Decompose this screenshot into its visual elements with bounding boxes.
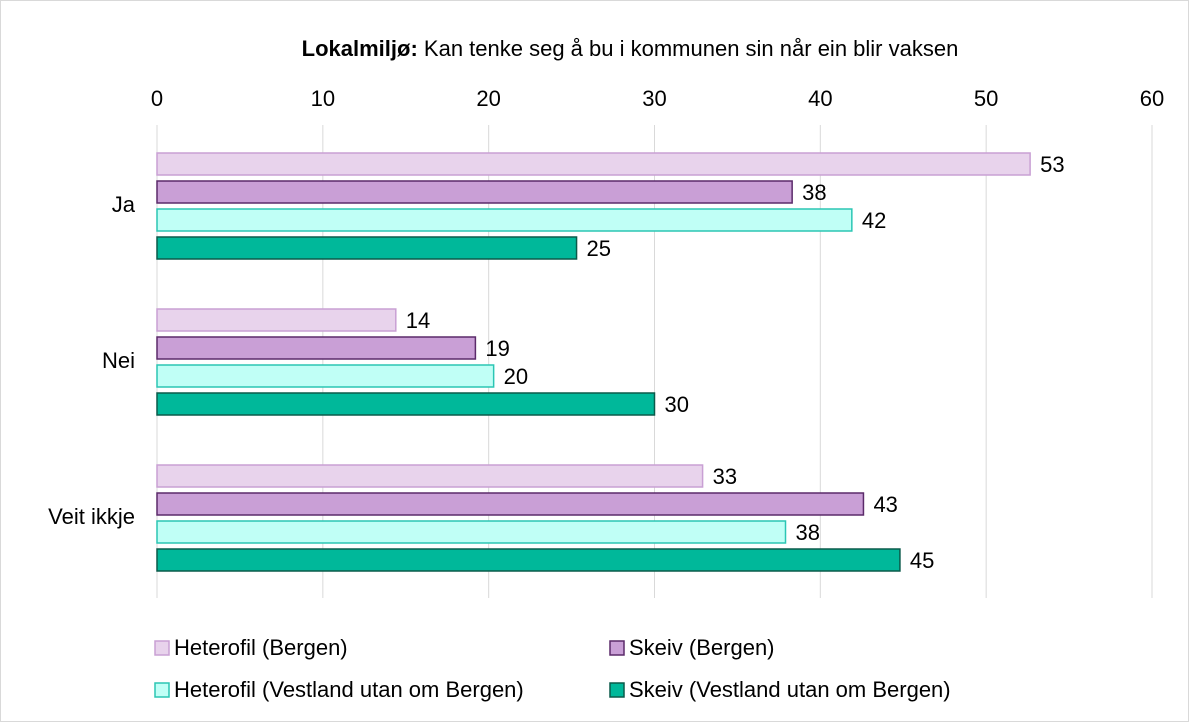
chart-title: Lokalmiljø: Kan tenke seg å bu i kommune… <box>302 36 959 61</box>
y-tick-label: Ja <box>112 192 136 217</box>
bar <box>156 336 477 360</box>
bar <box>156 152 1031 176</box>
title-prefix: Lokalmiljø: <box>302 36 418 61</box>
data-label: 53 <box>1040 152 1064 177</box>
bar <box>156 392 656 416</box>
x-tick-label: 60 <box>1140 86 1164 111</box>
data-label: 38 <box>802 180 826 205</box>
x-tick-label: 10 <box>311 86 335 111</box>
data-label: 19 <box>485 336 509 361</box>
data-label: 30 <box>665 392 689 417</box>
bar <box>156 492 865 516</box>
data-label: 38 <box>796 520 820 545</box>
bar <box>156 364 495 388</box>
data-label: 33 <box>713 464 737 489</box>
y-tick-label: Nei <box>102 348 135 373</box>
legend-label: Skeiv (Bergen) <box>629 635 775 660</box>
legend-swatch <box>609 682 625 698</box>
data-label: 25 <box>587 236 611 261</box>
x-tick-label: 50 <box>974 86 998 111</box>
x-tick-label: 20 <box>476 86 500 111</box>
x-tick-label: 30 <box>642 86 666 111</box>
legend-swatch <box>154 682 170 698</box>
bar <box>156 236 578 260</box>
y-tick-label: Veit ikkje <box>48 504 135 529</box>
data-label: 42 <box>862 208 886 233</box>
legend-label: Heterofil (Vestland utan om Bergen) <box>174 677 524 702</box>
title-text: Kan tenke seg å bu i kommunen sin når ei… <box>424 36 958 61</box>
x-tick-label: 0 <box>151 86 163 111</box>
bar <box>156 548 901 572</box>
data-label: 43 <box>873 492 897 517</box>
data-label: 45 <box>910 548 934 573</box>
bar <box>156 464 704 488</box>
bar <box>156 208 853 232</box>
data-label: 20 <box>504 364 528 389</box>
legend-label: Skeiv (Vestland utan om Bergen) <box>629 677 951 702</box>
legend-label: Heterofil (Bergen) <box>174 635 348 660</box>
bar <box>156 308 397 332</box>
bar <box>156 520 787 544</box>
legend-swatch <box>609 640 625 656</box>
legend-swatch <box>154 640 170 656</box>
x-tick-label: 40 <box>808 86 832 111</box>
bar <box>156 180 793 204</box>
data-label: 14 <box>406 308 430 333</box>
